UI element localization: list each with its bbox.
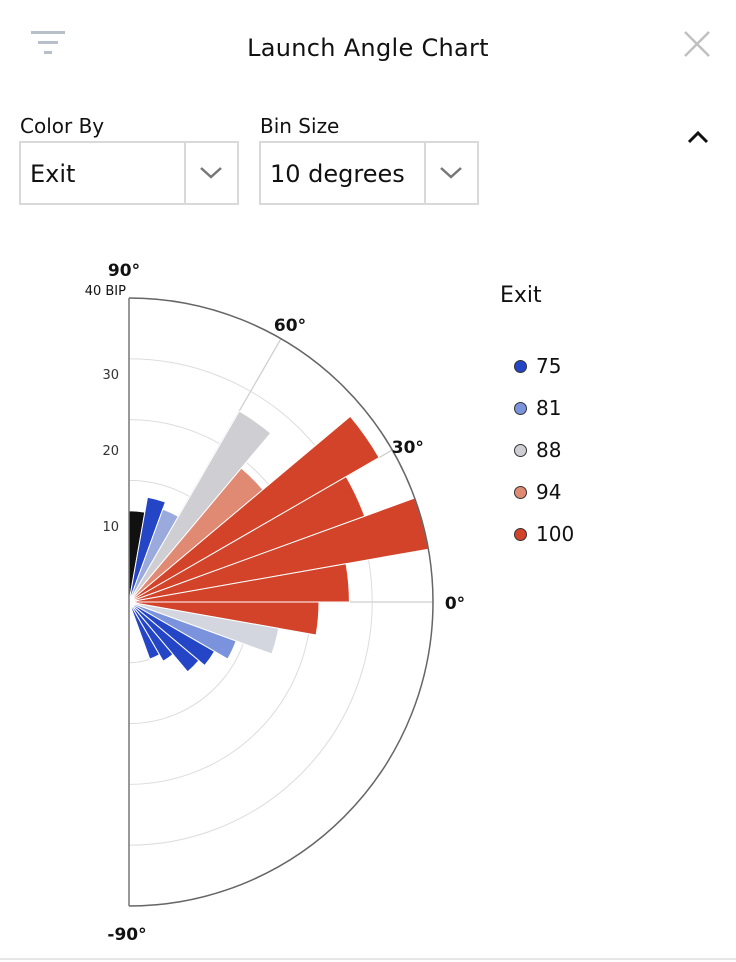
legend-label: 88 xyxy=(536,438,562,462)
filter-icon[interactable] xyxy=(31,31,67,57)
bin-size-label: Bin Size xyxy=(260,114,340,138)
legend-item: 88 xyxy=(500,422,574,478)
radial-tick-label: 20 xyxy=(102,444,119,459)
legend-item: 94 xyxy=(500,464,574,520)
divider xyxy=(0,958,736,960)
bar-bin xyxy=(128,601,280,655)
outer-boundary xyxy=(128,297,434,907)
close-icon[interactable] xyxy=(682,29,712,59)
color-by-value: Exit xyxy=(30,160,76,188)
legend-item: 100 xyxy=(500,506,574,562)
bar-bin xyxy=(128,601,216,667)
select-divider xyxy=(184,143,186,203)
legend-item: 81 xyxy=(500,380,574,436)
angle-label: 30° xyxy=(392,438,424,458)
radial-tick-label: 10 xyxy=(102,520,119,535)
launch-angle-polar-chart: 10 20 30 40 BIP 90° 60° 30° 0° -90° xyxy=(85,261,465,945)
legend-label: 94 xyxy=(536,480,562,504)
chevron-up-icon[interactable] xyxy=(684,124,714,150)
legend-label: 81 xyxy=(536,396,562,420)
angle-label: -90° xyxy=(107,925,146,945)
bar-bin xyxy=(128,415,380,603)
bar-bin xyxy=(128,601,174,662)
bar-bin xyxy=(128,563,350,603)
legend-color-swatch xyxy=(514,401,527,415)
angle-label: 0° xyxy=(445,594,465,614)
page-title: Launch Angle Chart xyxy=(247,34,489,62)
legend-item: 75 xyxy=(500,338,574,394)
legend-color-swatch xyxy=(514,443,527,457)
bin-size-select[interactable]: 10 degrees xyxy=(259,141,479,205)
bar-bin xyxy=(128,601,200,673)
legend-title: Exit xyxy=(500,283,542,308)
color-by-label: Color By xyxy=(20,114,105,138)
legend-label: 100 xyxy=(536,522,575,546)
radial-tick-label: 30 xyxy=(102,368,119,383)
legend-label: 75 xyxy=(536,354,562,378)
chevron-down-icon[interactable] xyxy=(196,163,226,183)
color-by-select[interactable]: Exit xyxy=(19,141,239,205)
bar-bin xyxy=(128,410,272,603)
bin-size-value: 10 degrees xyxy=(270,160,405,188)
angle-label: 90° xyxy=(108,261,140,281)
bar-bin xyxy=(128,601,237,660)
bar-bin xyxy=(128,601,161,660)
legend-color-swatch xyxy=(514,485,527,499)
radial-unit-label: 40 BIP xyxy=(85,284,126,299)
legend: Exit 75 81 88 94 100 xyxy=(500,283,574,562)
legend-color-swatch xyxy=(514,359,527,373)
chevron-down-icon[interactable] xyxy=(436,163,466,183)
select-divider xyxy=(424,143,426,203)
legend-color-swatch xyxy=(514,527,527,541)
angle-label: 60° xyxy=(274,316,306,336)
